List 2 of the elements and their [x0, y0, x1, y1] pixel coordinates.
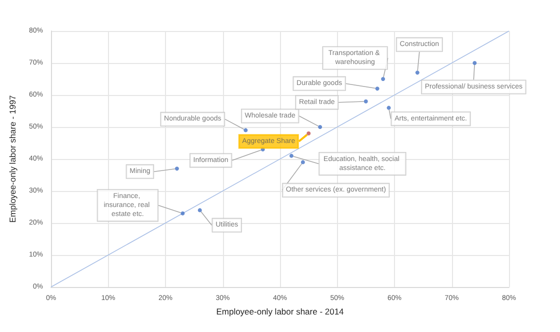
y-axis-title: Employee-only labor share - 1997 [8, 94, 18, 223]
x-axis-title: Employee-only labor share - 2014 [216, 306, 344, 316]
